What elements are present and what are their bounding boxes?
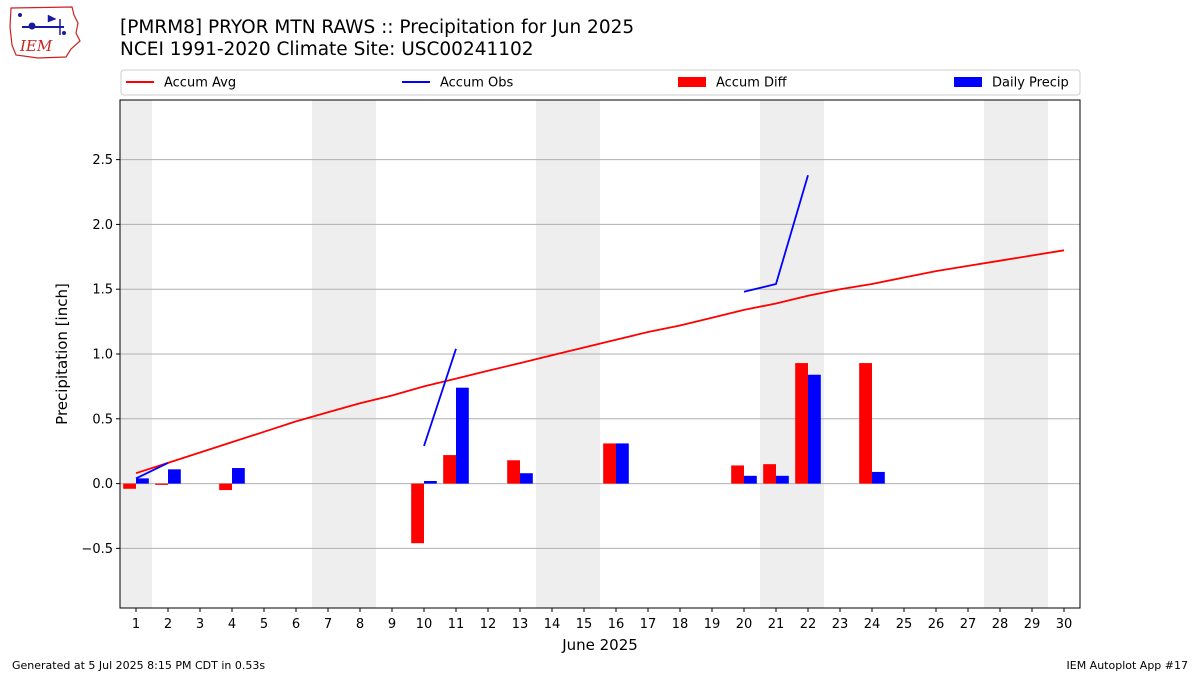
x-tick-label: 14 (544, 617, 561, 632)
legend-label: Daily Precip (992, 76, 1069, 91)
legend-swatch-bar (678, 77, 706, 87)
y-tick-label: 1.5 (92, 283, 113, 298)
x-tick-label: 10 (416, 617, 433, 632)
accum-diff-bar (219, 483, 232, 491)
x-tick-label: 12 (480, 617, 497, 632)
x-tick-label: 13 (512, 617, 529, 632)
daily-precip-bar (776, 475, 789, 484)
footer-app-label: IEM Autoplot App #17 (1066, 659, 1189, 672)
logo-text: IEM (19, 37, 53, 55)
lines (135, 174, 1065, 480)
x-tick-label: 21 (768, 617, 785, 632)
daily-precip-bar (616, 443, 629, 484)
daily-precip-bar (872, 471, 885, 484)
weather-symbols (18, 13, 66, 35)
x-axis-label: June 2025 (561, 636, 638, 654)
x-tick-label: 4 (228, 617, 236, 632)
accum-diff-bar (155, 483, 168, 485)
y-tick-label: −0.5 (81, 542, 113, 557)
x-tick-label: 1 (132, 617, 140, 632)
x-tick-label: 9 (388, 617, 396, 632)
x-axis: 1 2 3 4 5 6 7 8 9 10 11 12 13 14 15 16 17 18 19 20 21 22 23 24 2… (132, 608, 1072, 632)
legend-box (120, 69, 1081, 96)
accum-diff-bar (507, 460, 520, 484)
x-tick-label: 29 (1024, 617, 1041, 632)
y-tick-label: 0.0 (92, 477, 113, 492)
legend-swatch-bar (954, 77, 982, 87)
x-tick-label: 17 (640, 617, 657, 632)
x-tick-label: 23 (832, 617, 849, 632)
x-tick-label: 24 (864, 617, 881, 632)
x-tick-label: 2 (164, 617, 172, 632)
accum-obs-line (135, 462, 169, 480)
chart-title-line-2: NCEI 1991-2020 Climate Site: USC00241102 (120, 39, 534, 60)
accum-diff-bar (123, 483, 136, 489)
x-tick-label: 28 (992, 617, 1009, 632)
accum-diff-bar (411, 483, 424, 544)
accum-diff-bar (795, 363, 808, 484)
daily-precip-bar (168, 469, 181, 484)
iem-logo: IEM (9, 6, 81, 59)
y-tick-label: 2.5 (92, 153, 113, 168)
accum-diff-bar (603, 443, 616, 484)
accum-obs-line (743, 174, 809, 293)
x-tick-label: 3 (196, 617, 204, 632)
x-tick-label: 15 (576, 617, 593, 632)
accum-diff-bar (731, 465, 744, 484)
accum-diff-bar (763, 464, 776, 484)
daily-precip-bar (232, 468, 245, 484)
x-tick-label: 30 (1056, 617, 1073, 632)
x-tick-label: 18 (672, 617, 689, 632)
x-tick-label: 25 (896, 617, 913, 632)
chart-title-line-1: [PMRM8] PRYOR MTN RAWS :: Precipitation … (120, 17, 635, 38)
bars (123, 363, 885, 544)
x-tick-label: 7 (324, 617, 332, 632)
footer-generated-text: Generated at 5 Jul 2025 8:15 PM CDT in 0… (12, 659, 266, 672)
legend-label: Accum Avg (164, 76, 236, 91)
accum-diff-bar (859, 363, 872, 484)
y-axis-label: Precipitation [inch] (53, 283, 71, 425)
x-tick-label: 11 (448, 617, 465, 632)
x-tick-label: 22 (800, 617, 817, 632)
x-tick-label: 19 (704, 617, 721, 632)
accum-obs-line (423, 348, 457, 447)
y-tick-label: 1.0 (92, 348, 113, 363)
daily-precip-bar (456, 387, 469, 484)
x-tick-label: 26 (928, 617, 945, 632)
x-tick-label: 5 (260, 617, 268, 632)
accum-diff-bar (443, 455, 456, 484)
weekend-shading (120, 100, 1048, 608)
x-tick-label: 6 (292, 617, 300, 632)
daily-precip-bar (808, 374, 821, 484)
y-axis: −0.5 0.0 0.5 1.0 1.5 2.0 2.5 (81, 153, 120, 557)
y-tick-label: 2.0 (92, 218, 113, 233)
x-tick-label: 16 (608, 617, 625, 632)
iowa-outline-shape (9, 6, 81, 59)
daily-precip-bar (136, 478, 149, 484)
daily-precip-bar (424, 481, 437, 484)
daily-precip-bar (520, 473, 533, 484)
daily-precip-bar (744, 475, 757, 484)
y-tick-label: 0.5 (92, 412, 113, 427)
x-tick-label: 27 (960, 617, 977, 632)
x-tick-label: 8 (356, 617, 364, 632)
legend: Accum Avg Accum Obs Accum Diff Daily Precip (120, 69, 1081, 96)
accum-avg-line (135, 249, 1065, 475)
legend-label: Accum Obs (440, 76, 513, 91)
x-tick-label: 20 (736, 617, 753, 632)
grid-lines (120, 159, 1080, 549)
legend-label: Accum Diff (716, 76, 788, 91)
